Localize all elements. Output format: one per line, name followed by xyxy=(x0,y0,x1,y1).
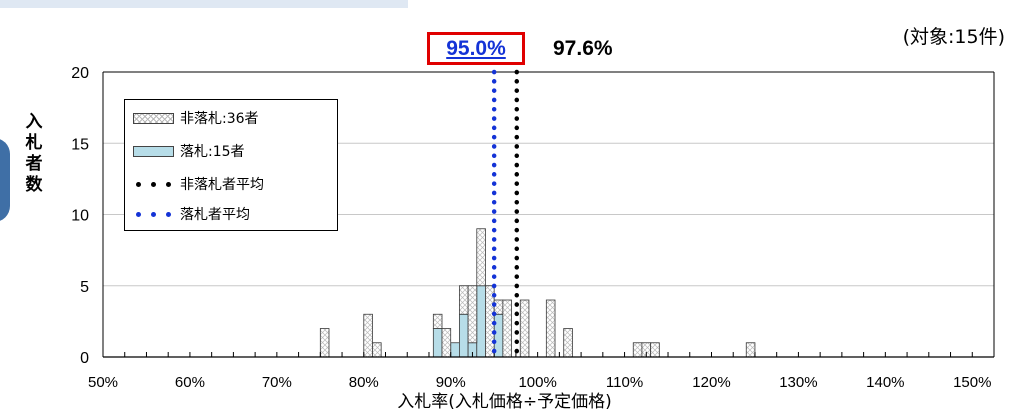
loser-bar xyxy=(441,328,452,358)
x-tick-label: 100% xyxy=(518,374,556,391)
loser-bar xyxy=(476,228,486,287)
x-tick-label: 80% xyxy=(349,374,379,391)
winner-bar xyxy=(458,313,469,358)
x-tick-label: 150% xyxy=(953,374,991,391)
legend: 非落札:36者 落札:15者 非落札者平均 落札者平均 xyxy=(124,99,338,231)
count-note: (対象:15件) xyxy=(902,26,1005,48)
loser-bar xyxy=(467,285,478,344)
y-tick-label: 5 xyxy=(80,279,89,296)
blue-swatch-icon xyxy=(133,145,174,157)
loser-bar xyxy=(372,342,382,358)
legend-item-loser-average: 非落札者平均 xyxy=(133,174,264,194)
loser-bar xyxy=(519,299,530,358)
loser-bar xyxy=(563,328,573,358)
header-band xyxy=(0,0,408,8)
loser-bar xyxy=(363,313,373,358)
y-tick-label: 15 xyxy=(71,136,89,153)
loser-bar xyxy=(745,342,756,358)
x-tick-label: 50% xyxy=(88,374,118,391)
x-tick-label: 140% xyxy=(866,374,904,391)
legend-label: 落札者平均 xyxy=(180,207,250,223)
x-tick-label: 60% xyxy=(175,374,205,391)
loser-bar xyxy=(319,328,330,358)
y-tick-label: 10 xyxy=(71,208,89,225)
x-tick-label: 130% xyxy=(779,374,817,391)
legend-item-winner-average: 落札者平均 xyxy=(133,204,250,224)
legend-label: 非落札者平均 xyxy=(180,177,264,193)
black-dots-icon xyxy=(133,181,174,187)
legend-item-winners: 落札:15者 xyxy=(133,141,245,161)
x-axis-label: 入札率(入札価格÷予定価格) xyxy=(397,392,612,412)
loser-bar xyxy=(650,342,660,358)
x-tick-label: 70% xyxy=(262,374,292,391)
loser-bar xyxy=(458,285,469,315)
x-tick-label: 110% xyxy=(606,374,643,391)
loser-bar xyxy=(632,342,643,358)
loser-average-label: 97.6% xyxy=(553,37,613,60)
legend-label: 非落札:36者 xyxy=(180,111,259,127)
legend-item-losers: 非落札:36者 xyxy=(133,108,259,128)
loser-bar xyxy=(545,299,556,358)
winner-bar xyxy=(450,342,460,358)
winner-bar xyxy=(476,285,486,358)
y-axis-label: 入札者数 xyxy=(25,112,43,195)
legend-label: 落札:15者 xyxy=(180,144,245,160)
loser-bar xyxy=(432,313,443,329)
x-tick-label: 120% xyxy=(692,374,730,391)
blue-dots-icon xyxy=(133,211,174,217)
winner-average-label: 95.0% xyxy=(427,32,525,65)
hatch-swatch-icon xyxy=(133,112,174,124)
x-tick-label: 90% xyxy=(436,374,466,391)
side-tab xyxy=(0,138,10,222)
y-tick-label: 0 xyxy=(80,350,89,367)
loser-bar xyxy=(502,299,512,358)
winner-bar xyxy=(432,328,443,358)
y-tick-label: 20 xyxy=(71,65,89,82)
